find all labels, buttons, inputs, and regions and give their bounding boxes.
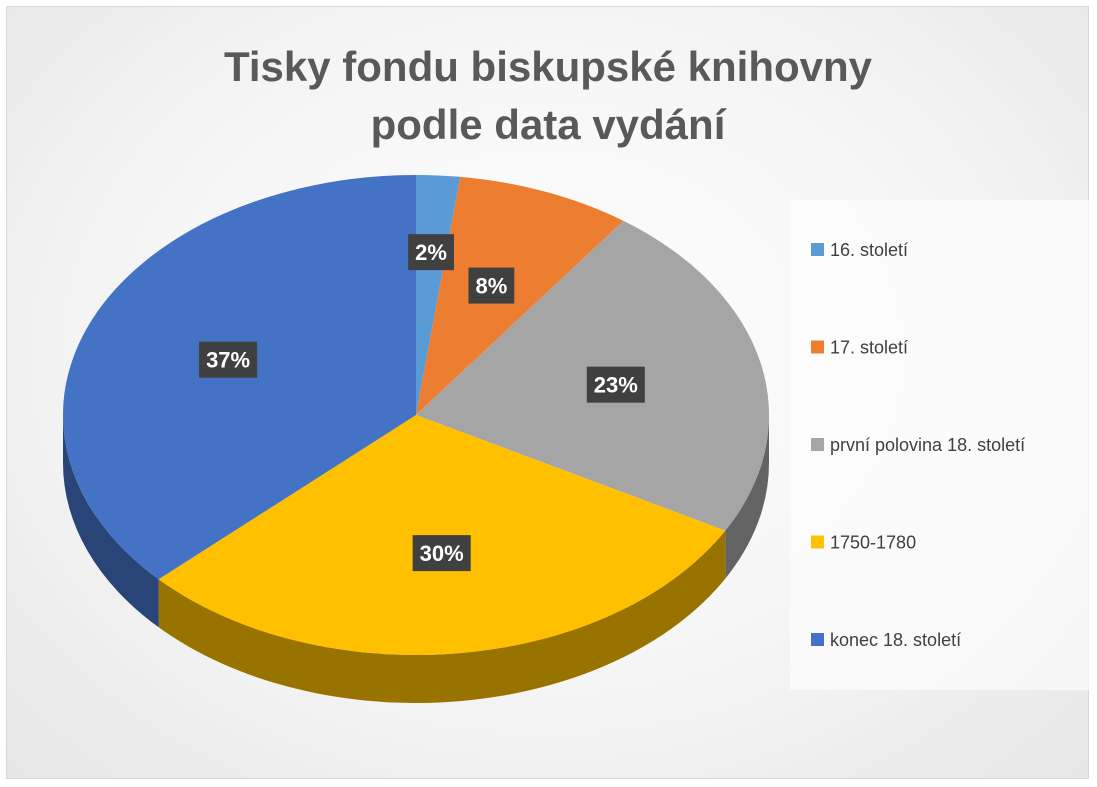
data-label-box xyxy=(468,267,515,304)
data-label-text: 8% xyxy=(475,274,507,299)
pie-side xyxy=(63,415,159,628)
legend-swatch xyxy=(811,243,824,256)
legend-label: 17. století xyxy=(830,338,908,358)
legend-swatch xyxy=(811,535,824,549)
legend-label: 1750-1780 xyxy=(830,533,916,553)
data-label: 8% xyxy=(468,267,515,304)
pie-slice xyxy=(158,415,726,656)
data-label-box xyxy=(408,234,454,271)
legend-swatch xyxy=(811,633,824,646)
legend-label: 16. století xyxy=(830,240,908,260)
legend-swatch xyxy=(811,438,824,451)
legend-label: první polovina 18. století xyxy=(830,435,1025,455)
legend-label: konec 18. století xyxy=(830,630,961,650)
pie-side xyxy=(725,415,769,579)
data-label-box xyxy=(586,366,645,403)
data-label-text: 30% xyxy=(420,541,464,566)
pie-side xyxy=(158,530,726,703)
data-label-text: 2% xyxy=(415,240,447,265)
legend-box xyxy=(790,200,1090,690)
data-label: 2% xyxy=(408,234,454,271)
data-label-box xyxy=(199,341,258,378)
data-label: 37% xyxy=(199,341,258,378)
data-label: 23% xyxy=(586,366,645,403)
data-label-text: 37% xyxy=(206,348,250,373)
legend-swatch xyxy=(811,340,824,354)
data-label-box xyxy=(412,535,471,572)
data-label-text: 23% xyxy=(594,373,638,398)
pie-slice xyxy=(416,176,624,415)
data-label: 30% xyxy=(412,535,471,572)
chart-title: Tisky fondu biskupské knihovny podle dat… xyxy=(223,43,873,148)
